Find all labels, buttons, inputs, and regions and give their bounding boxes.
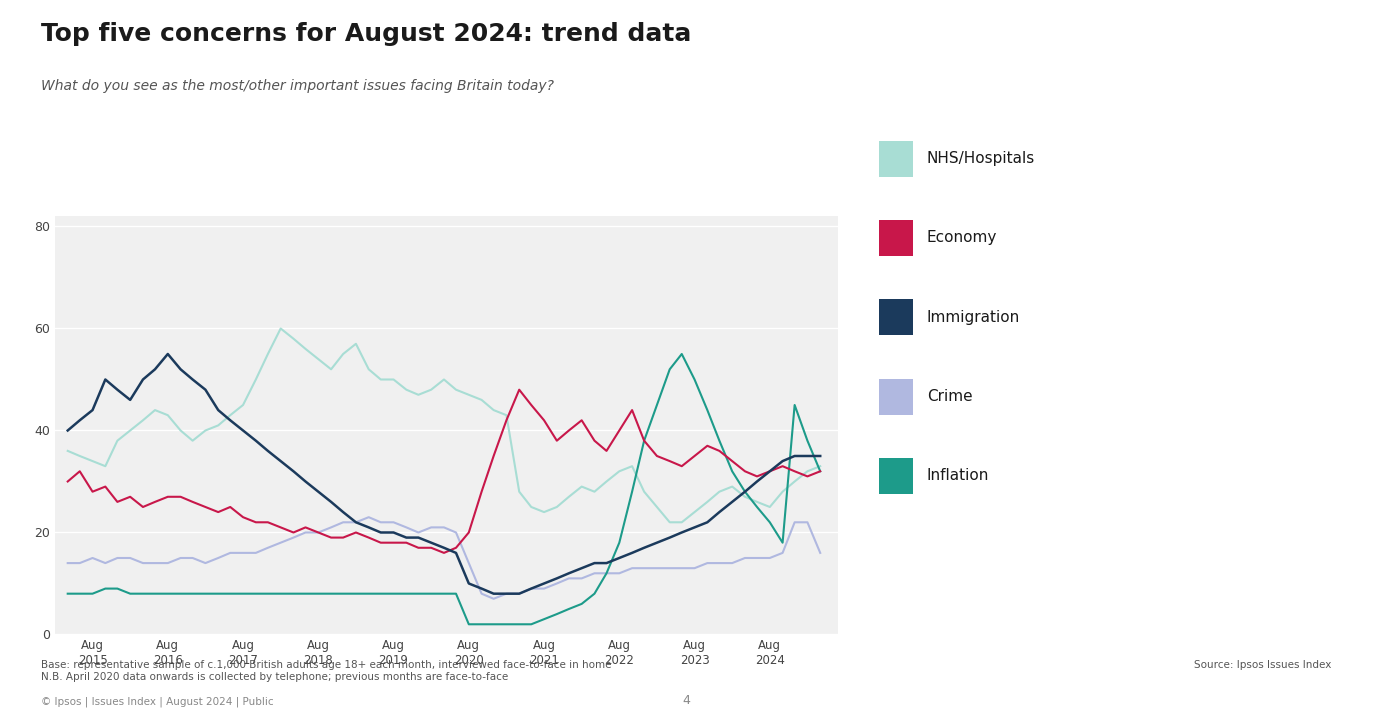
Text: Base: representative sample of c.1,000 British adults age 18+ each month, interv: Base: representative sample of c.1,000 B… [41,660,612,670]
Text: Crime: Crime [927,389,972,404]
Text: Top five concerns for August 2024: trend data: Top five concerns for August 2024: trend… [41,22,692,45]
Text: 4: 4 [682,694,691,707]
Text: Source: Ipsos Issues Index: Source: Ipsos Issues Index [1195,660,1332,670]
Text: What do you see as the most/other important issues facing Britain today?: What do you see as the most/other import… [41,79,555,93]
Text: Ipsos: Ipsos [1249,674,1291,689]
Text: Immigration: Immigration [927,310,1020,324]
Text: Inflation: Inflation [927,469,989,483]
Text: Economy: Economy [927,231,997,245]
Text: NHS/Hospitals: NHS/Hospitals [927,151,1035,166]
Text: © Ipsos | Issues Index | August 2024 | Public: © Ipsos | Issues Index | August 2024 | P… [41,696,273,707]
Text: N.B. April 2020 data onwards is collected by telephone; previous months are face: N.B. April 2020 data onwards is collecte… [41,672,508,682]
